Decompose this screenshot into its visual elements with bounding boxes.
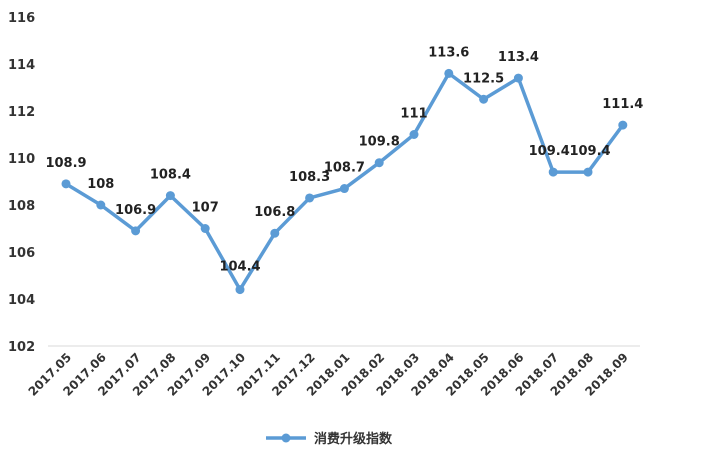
y-tick-label: 108 bbox=[8, 199, 35, 214]
data-label: 109.4 bbox=[569, 144, 610, 159]
y-tick-label: 112 bbox=[8, 105, 35, 120]
data-label: 104.4 bbox=[219, 260, 260, 275]
legend-marker bbox=[281, 433, 291, 443]
data-point bbox=[548, 167, 558, 177]
legend-label: 消费升级指数 bbox=[314, 431, 393, 447]
data-point bbox=[200, 224, 210, 233]
data-label: 108 bbox=[87, 177, 114, 192]
data-label: 108.4 bbox=[150, 168, 191, 183]
x-axis: 2017.052017.062017.072017.082017.092017.… bbox=[26, 350, 631, 399]
data-label: 108.3 bbox=[289, 170, 330, 185]
data-point bbox=[235, 285, 245, 295]
data-points bbox=[61, 68, 628, 295]
data-label: 108.9 bbox=[45, 156, 86, 171]
data-point bbox=[61, 179, 71, 189]
data-point bbox=[305, 193, 315, 203]
data-point bbox=[374, 158, 384, 168]
data-point bbox=[583, 167, 593, 177]
y-tick-label: 110 bbox=[8, 152, 35, 167]
data-label: 111 bbox=[400, 107, 427, 122]
data-point bbox=[339, 184, 349, 194]
y-tick-label: 102 bbox=[8, 340, 35, 355]
data-label: 108.7 bbox=[324, 161, 365, 176]
data-label: 109.8 bbox=[359, 135, 400, 150]
data-label: 111.4 bbox=[602, 97, 643, 112]
data-label: 107 bbox=[192, 201, 219, 216]
data-point bbox=[270, 228, 280, 238]
y-axis: 102 104 106 108 110 112 114 116 bbox=[8, 11, 35, 355]
data-label: 106.8 bbox=[254, 205, 295, 220]
data-point bbox=[618, 120, 628, 130]
data-point bbox=[165, 191, 175, 201]
y-tick-label: 116 bbox=[8, 11, 35, 26]
data-label: 112.5 bbox=[463, 71, 504, 86]
data-point bbox=[479, 94, 489, 104]
data-point bbox=[444, 68, 454, 78]
data-label: 109.4 bbox=[529, 144, 570, 159]
y-tick-label: 104 bbox=[8, 293, 35, 308]
data-label: 113.4 bbox=[498, 50, 539, 65]
data-point bbox=[513, 73, 523, 83]
data-point bbox=[131, 226, 141, 236]
data-label: 106.9 bbox=[115, 203, 156, 218]
data-point bbox=[96, 200, 106, 210]
data-label: 113.6 bbox=[428, 45, 469, 60]
y-tick-label: 106 bbox=[8, 246, 35, 261]
y-tick-label: 114 bbox=[8, 58, 35, 73]
data-point bbox=[409, 130, 419, 139]
legend: 消费升级指数 bbox=[266, 431, 393, 447]
